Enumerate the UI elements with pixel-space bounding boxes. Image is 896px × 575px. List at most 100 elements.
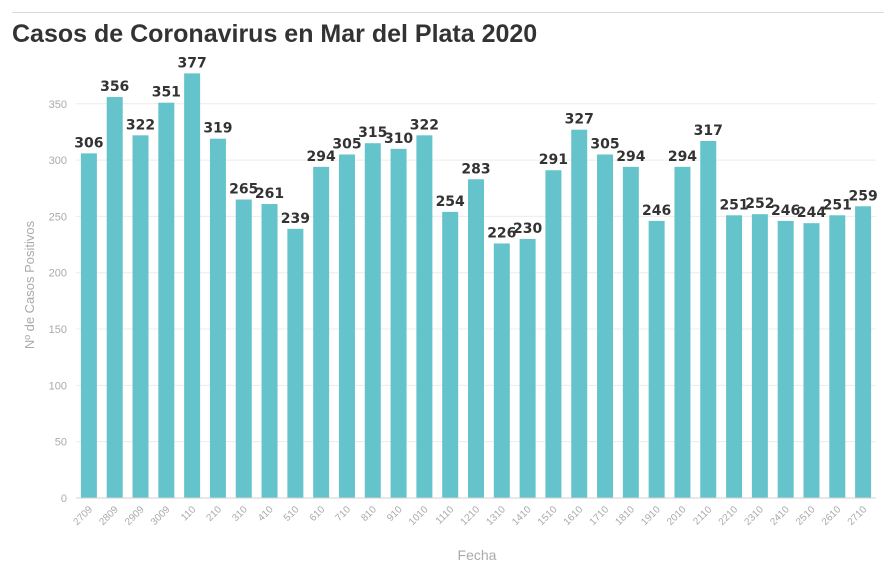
bar <box>803 223 820 498</box>
bar <box>80 153 97 499</box>
data-label: 251 <box>823 197 852 213</box>
bar <box>726 215 743 498</box>
bar <box>132 135 149 499</box>
x-tick-label: 1510 <box>536 504 560 528</box>
bar <box>261 204 278 498</box>
data-label: 291 <box>539 152 568 168</box>
bar <box>442 211 459 499</box>
bar <box>468 179 484 498</box>
x-tick-label: 1810 <box>613 504 637 528</box>
x-tick-label: 2310 <box>742 504 766 528</box>
x-tick-label: 410 <box>256 504 276 524</box>
bar <box>751 214 768 498</box>
x-tick-label: 2710 <box>846 504 870 528</box>
y-axis-ticks: 0 50 100 150 200 250 300 350 <box>49 99 67 505</box>
data-label: 283 <box>461 161 490 177</box>
data-label: 251 <box>719 197 748 213</box>
x-tick-label: 2010 <box>665 504 689 528</box>
x-tick-label: 1410 <box>510 504 534 528</box>
data-label: 294 <box>668 149 697 165</box>
data-label: 246 <box>771 203 800 219</box>
data-label: 261 <box>255 186 284 202</box>
x-tick-label: 310 <box>230 504 250 524</box>
y-tick-label: 350 <box>49 99 67 111</box>
y-tick-label: 300 <box>49 155 67 167</box>
bar <box>700 140 717 499</box>
x-tick-label: 2909 <box>123 504 147 528</box>
data-label: 315 <box>358 125 387 141</box>
x-tick-label: 910 <box>385 504 405 524</box>
data-label: 322 <box>126 117 155 133</box>
bar <box>416 135 433 499</box>
bar <box>106 97 123 498</box>
x-tick-label: 110 <box>179 504 198 523</box>
bar <box>184 73 201 499</box>
bar <box>158 102 175 499</box>
data-label: 259 <box>848 188 877 204</box>
data-label: 356 <box>100 79 129 95</box>
x-tick-label: 1310 <box>484 504 508 528</box>
x-tick-label: 810 <box>359 504 379 524</box>
bar <box>571 129 588 498</box>
bar <box>855 206 872 498</box>
x-tick-label: 710 <box>334 504 354 524</box>
y-tick-label: 100 <box>49 380 67 392</box>
data-label: 351 <box>152 85 181 101</box>
x-tick-label: 1110 <box>434 504 457 527</box>
data-label: 294 <box>616 149 645 165</box>
x-tick-label: 3009 <box>149 504 173 528</box>
y-tick-label: 0 <box>61 493 67 505</box>
y-tick-label: 200 <box>49 268 67 280</box>
data-label: 306 <box>74 135 103 151</box>
y-tick-label: 150 <box>49 324 67 336</box>
data-label: 327 <box>565 112 594 128</box>
data-labels: 3063563223513773192652612392943053153103… <box>74 55 877 241</box>
chart-title: Casos de Coronavirus en Mar del Plata 20… <box>12 20 538 48</box>
bar <box>519 238 536 498</box>
data-label: 317 <box>694 123 723 139</box>
data-label: 246 <box>642 203 671 219</box>
bars <box>80 73 872 499</box>
x-tick-label: 2210 <box>717 504 741 528</box>
bar <box>493 243 510 498</box>
bar <box>777 220 794 498</box>
x-tick-label: 2809 <box>97 504 121 528</box>
bar <box>622 166 639 498</box>
top-divider <box>12 12 884 13</box>
bar <box>313 166 330 498</box>
data-label: 319 <box>203 121 232 137</box>
x-tick-label: 2110 <box>691 504 714 527</box>
data-label: 377 <box>178 55 207 71</box>
y-tick-label: 50 <box>55 437 67 449</box>
x-tick-label: 210 <box>204 504 224 524</box>
x-axis-label: Fecha <box>458 547 497 563</box>
x-tick-label: 610 <box>308 504 328 524</box>
data-label: 322 <box>410 117 439 133</box>
bar <box>235 199 252 499</box>
bar <box>364 143 381 499</box>
x-tick-label: 2410 <box>768 504 792 528</box>
bar <box>674 166 691 498</box>
x-tick-label: 1710 <box>588 504 612 528</box>
bar <box>545 170 562 498</box>
bar <box>209 138 226 498</box>
x-tick-label: 2510 <box>794 504 818 528</box>
x-tick-label: 1610 <box>562 504 586 528</box>
bar <box>648 220 665 498</box>
bar <box>390 148 407 498</box>
data-label: 265 <box>229 182 258 198</box>
bar <box>287 228 304 498</box>
y-axis-label: Nº de Casos Positivos <box>22 220 37 349</box>
data-label: 252 <box>745 196 774 212</box>
data-label: 310 <box>384 131 413 147</box>
y-tick-label: 250 <box>49 211 67 223</box>
data-label: 305 <box>590 136 619 152</box>
x-tick-label: 1210 <box>459 504 483 528</box>
bar <box>597 154 614 498</box>
x-tick-label: 1010 <box>407 504 431 528</box>
bar <box>338 154 355 498</box>
grid-lines <box>76 103 876 443</box>
data-label: 244 <box>797 205 826 221</box>
x-tick-label: 2610 <box>820 504 844 528</box>
